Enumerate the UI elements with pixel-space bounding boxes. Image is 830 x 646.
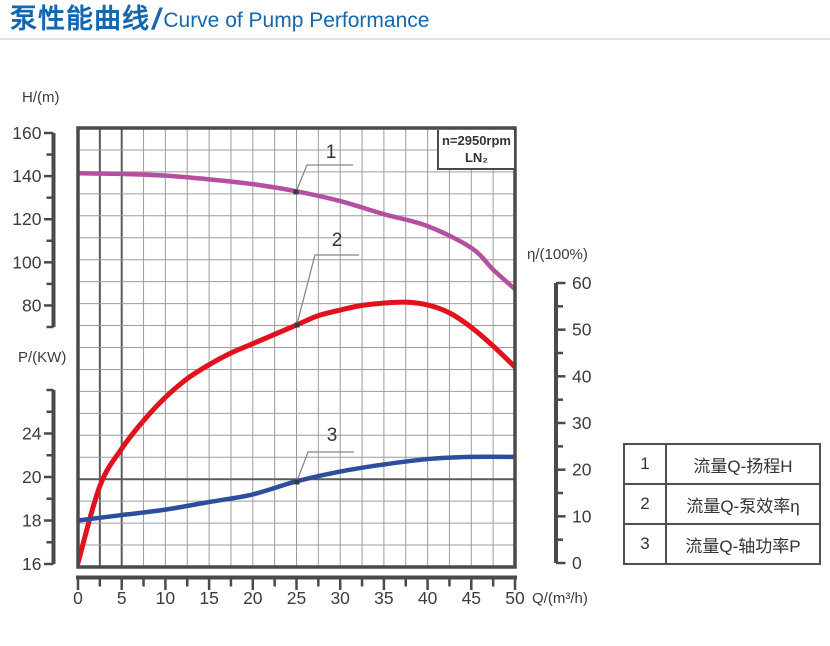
curve-marker-dot [293,189,299,195]
tick-label: 0 [572,553,582,573]
legend-row-3-label: 流量Q-轴功率P [665,523,821,565]
tick-label: 25 [287,588,306,608]
tick-label: 120 [12,209,41,229]
eta-axis-title: η/(100%) [527,246,588,263]
tick-label: 24 [22,424,42,444]
leader-line [296,451,354,482]
tick-label: 50 [505,588,525,608]
curve-2-label: 2 [331,230,343,251]
tick-label: 30 [572,413,592,433]
curve-marker-dot [294,479,300,485]
q-axis-title: Q/(m³/h) [532,590,588,607]
tick-label: 100 [12,252,41,272]
tick-label: 10 [156,588,176,608]
tick-label: 45 [462,588,481,608]
legend-row-1-number: 1 [623,443,667,485]
tick-label: 0 [73,588,83,608]
tick-label: 18 [22,511,41,531]
speed-annotation-box: n=2950rpm LN₂ [437,130,514,170]
tick-label: 40 [572,366,592,386]
plot-frame [76,126,517,569]
h-axis: 160 140 120 100 80 [12,123,56,329]
tick-label: 80 [22,295,42,315]
page-title-cjk: 泵性能曲线 [10,4,150,34]
legend-row-3: 3 流量Q-轴功率P [623,523,821,565]
page-title: 泵性能曲线 / Curve of Pump Performance [10,3,430,36]
tick-label: 40 [418,588,438,608]
leader-line [296,254,359,325]
page-title-separator: / [152,3,161,36]
tick-label: 60 [572,273,592,293]
tick-label: 5 [117,588,127,608]
q-axis: 0 5 10 15 20 25 30 35 40 45 50 [73,575,525,608]
curve-1 [79,171,514,291]
grid-layer [78,128,515,567]
legend-row-2-label: 流量Q-泵效率η [665,483,821,525]
page-title-english: Curve of Pump Performance [163,9,430,32]
tick-label: 10 [572,506,592,526]
speed-annotation-line1: n=2950rpm [441,133,511,148]
curve-3-label: 3 [326,425,338,446]
legend-row-1-label: 流量Q-扬程H [665,443,821,485]
p-axis-title: P/(KW) [18,349,67,366]
tick-label: 50 [572,320,592,340]
tick-label: 15 [199,588,218,608]
tick-label: 30 [330,588,350,608]
leader-line [295,164,353,193]
tick-label: 160 [12,123,41,143]
speed-annotation-line2: LN₂ [464,150,489,165]
curve-marker-dot [294,322,300,328]
tick-label: 35 [374,588,393,608]
tick-label: 20 [22,467,42,487]
tick-label: 20 [572,460,592,480]
p-axis: 24 20 18 16 [22,388,56,574]
curve-1-label: 1 [325,142,337,163]
legend-row-2: 2 流量Q-泵效率η [623,483,821,525]
tick-label: 16 [22,554,41,574]
title-underline [0,38,830,40]
tick-label: 20 [243,588,263,608]
legend-row-1: 1 流量Q-扬程H [623,443,821,485]
legend-row-2-number: 2 [623,483,667,525]
leader-lines [293,164,359,485]
tick-label: 140 [12,166,41,186]
h-axis-title: H/(m) [22,89,60,106]
legend-row-3-number: 3 [623,523,667,565]
eta-axis: 60 50 40 30 20 10 0 [554,273,592,573]
legend-table: 1 流量Q-扬程H 2 流量Q-泵效率η 3 流量Q-轴功率P [623,443,821,565]
